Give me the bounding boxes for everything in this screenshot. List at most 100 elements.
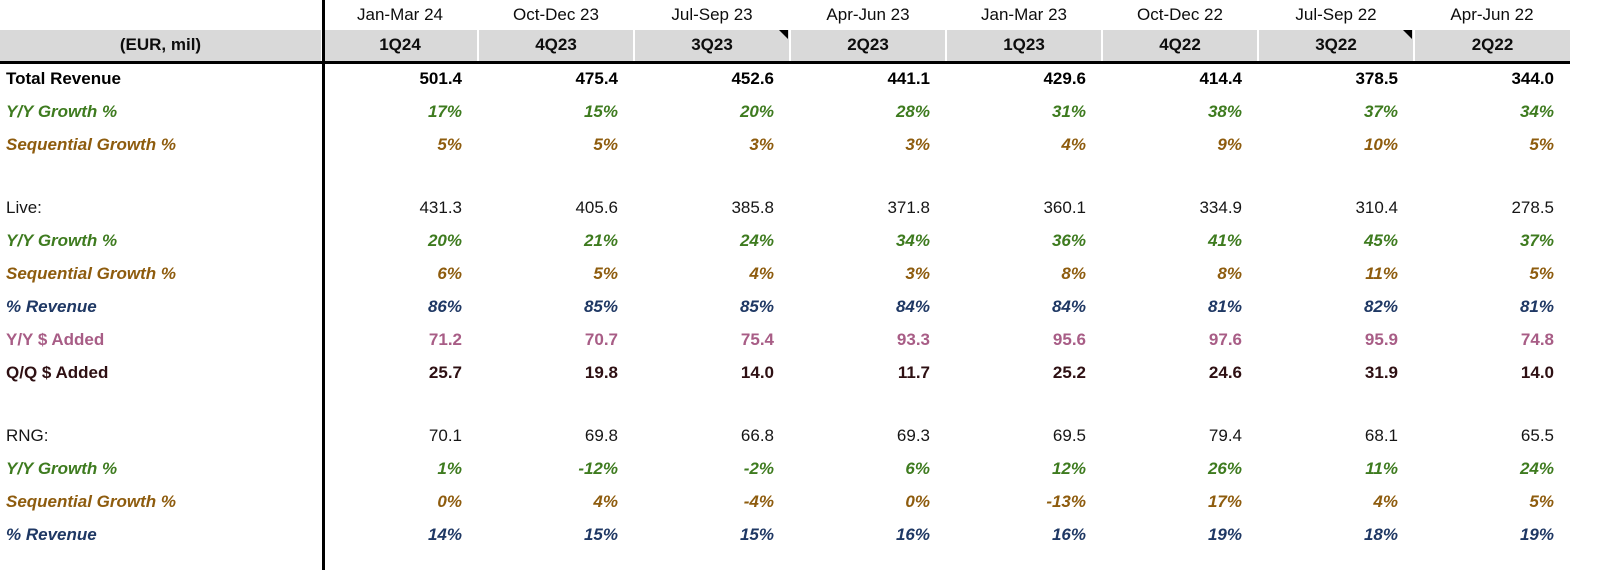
data-cell[interactable]: 385.8 [731, 197, 774, 217]
empty-cell[interactable] [634, 161, 790, 191]
data-cell[interactable]: 5% [593, 134, 618, 154]
data-cell[interactable]: 37% [1363, 101, 1398, 121]
empty-cell[interactable] [478, 161, 634, 191]
data-cell[interactable]: 15% [583, 524, 618, 544]
data-cell[interactable]: -4% [743, 491, 774, 511]
data-cell[interactable]: 360.1 [1043, 197, 1086, 217]
empty-cell[interactable] [0, 161, 322, 191]
data-cell[interactable]: 3% [749, 134, 774, 154]
row-label[interactable]: Q/Q $ Added [6, 362, 109, 382]
data-cell[interactable]: 70.1 [428, 425, 462, 445]
row-label[interactable]: Y/Y Growth % [6, 101, 118, 121]
data-cell[interactable]: 6% [905, 458, 930, 478]
data-cell[interactable]: 31% [1051, 101, 1086, 121]
period-header[interactable]: Jan-Mar 24 [322, 0, 478, 30]
data-cell[interactable]: -2% [743, 458, 774, 478]
data-cell[interactable]: 4% [749, 263, 774, 283]
data-cell[interactable]: 15% [583, 101, 618, 121]
data-cell[interactable]: 38% [1207, 101, 1242, 121]
data-cell[interactable]: 5% [1529, 491, 1554, 511]
data-cell[interactable]: 4% [593, 491, 618, 511]
quarter-header[interactable]: 4Q22 [1102, 30, 1259, 64]
data-cell[interactable]: 25.7 [428, 362, 462, 382]
data-cell[interactable]: 95.9 [1364, 329, 1398, 349]
data-cell[interactable]: 34% [1519, 101, 1554, 121]
data-cell[interactable]: 405.6 [575, 197, 618, 217]
data-cell[interactable]: -13% [1046, 491, 1086, 511]
data-cell[interactable]: 34% [895, 230, 930, 250]
data-cell[interactable]: 95.6 [1052, 329, 1086, 349]
data-cell[interactable]: 97.6 [1208, 329, 1242, 349]
empty-cell[interactable] [1258, 161, 1414, 191]
data-cell[interactable]: 26% [1207, 458, 1242, 478]
empty-cell[interactable] [790, 389, 946, 419]
quarter-header[interactable]: 2Q23 [790, 30, 947, 64]
data-cell[interactable]: 16% [895, 524, 930, 544]
quarter-header[interactable]: 1Q24 [322, 30, 479, 64]
data-cell[interactable]: 11% [1365, 458, 1398, 478]
data-cell[interactable]: 19.8 [584, 362, 618, 382]
data-cell[interactable]: 8% [1217, 263, 1242, 283]
data-cell[interactable]: 82% [1363, 296, 1398, 316]
data-cell[interactable]: 69.3 [896, 425, 930, 445]
data-cell[interactable]: 0% [905, 491, 930, 511]
data-cell[interactable]: 65.5 [1520, 425, 1554, 445]
data-cell[interactable]: 3% [905, 134, 930, 154]
period-header[interactable]: Apr-Jun 23 [790, 0, 946, 30]
row-label[interactable]: Sequential Growth % [6, 134, 177, 154]
data-cell[interactable]: 79.4 [1208, 425, 1242, 445]
data-cell[interactable]: 85% [583, 296, 618, 316]
data-cell[interactable]: 24% [739, 230, 774, 250]
data-cell[interactable]: 278.5 [1511, 197, 1554, 217]
data-cell[interactable]: 3% [905, 263, 930, 283]
data-cell[interactable]: 66.8 [740, 425, 774, 445]
data-cell[interactable]: 441.1 [887, 69, 930, 89]
data-cell[interactable]: 429.6 [1043, 69, 1086, 89]
corner-cell[interactable] [0, 0, 322, 30]
data-cell[interactable]: 334.9 [1199, 197, 1242, 217]
data-cell[interactable]: 85% [739, 296, 774, 316]
quarter-header[interactable]: 2Q22 [1414, 30, 1570, 64]
data-cell[interactable]: 69.8 [584, 425, 618, 445]
data-cell[interactable]: 81% [1207, 296, 1242, 316]
data-cell[interactable]: 414.4 [1199, 69, 1242, 89]
data-cell[interactable]: 81% [1519, 296, 1554, 316]
data-cell[interactable]: 5% [593, 263, 618, 283]
data-cell[interactable]: 71.2 [428, 329, 462, 349]
data-cell[interactable]: 45% [1363, 230, 1398, 250]
unit-label[interactable]: (EUR, mil) [0, 30, 323, 64]
data-cell[interactable]: 344.0 [1511, 69, 1554, 89]
data-cell[interactable]: 20% [739, 101, 774, 121]
data-cell[interactable]: 431.3 [419, 197, 462, 217]
data-cell[interactable]: 17% [427, 101, 462, 121]
data-cell[interactable]: 74.8 [1520, 329, 1554, 349]
data-cell[interactable]: 17% [1207, 491, 1242, 511]
data-cell[interactable]: 16% [1051, 524, 1086, 544]
data-cell[interactable]: 69.5 [1052, 425, 1086, 445]
data-cell[interactable]: 31.9 [1364, 362, 1398, 382]
data-cell[interactable]: 36% [1051, 230, 1086, 250]
data-cell[interactable]: 5% [1529, 263, 1554, 283]
empty-cell[interactable] [322, 389, 478, 419]
row-label[interactable]: Y/Y $ Added [6, 329, 105, 349]
data-cell[interactable]: 6% [437, 263, 462, 283]
empty-cell[interactable] [1258, 389, 1414, 419]
quarter-header[interactable]: 3Q23 [634, 30, 791, 64]
empty-cell[interactable] [634, 389, 790, 419]
data-cell[interactable]: 21% [583, 230, 618, 250]
data-cell[interactable]: 14% [427, 524, 462, 544]
data-cell[interactable]: 310.4 [1355, 197, 1398, 217]
data-cell[interactable]: 24.6 [1208, 362, 1242, 382]
empty-cell[interactable] [790, 161, 946, 191]
empty-cell[interactable] [0, 389, 322, 419]
data-cell[interactable]: 19% [1519, 524, 1554, 544]
row-label[interactable]: Y/Y Growth % [6, 230, 118, 250]
data-cell[interactable]: 70.7 [584, 329, 618, 349]
quarter-header[interactable]: 1Q23 [946, 30, 1103, 64]
period-header[interactable]: Oct-Dec 23 [478, 0, 634, 30]
data-cell[interactable]: 14.0 [1520, 362, 1554, 382]
empty-cell[interactable] [322, 161, 478, 191]
data-cell[interactable]: 20% [427, 230, 462, 250]
empty-cell[interactable] [946, 161, 1102, 191]
data-cell[interactable]: 14.0 [740, 362, 774, 382]
